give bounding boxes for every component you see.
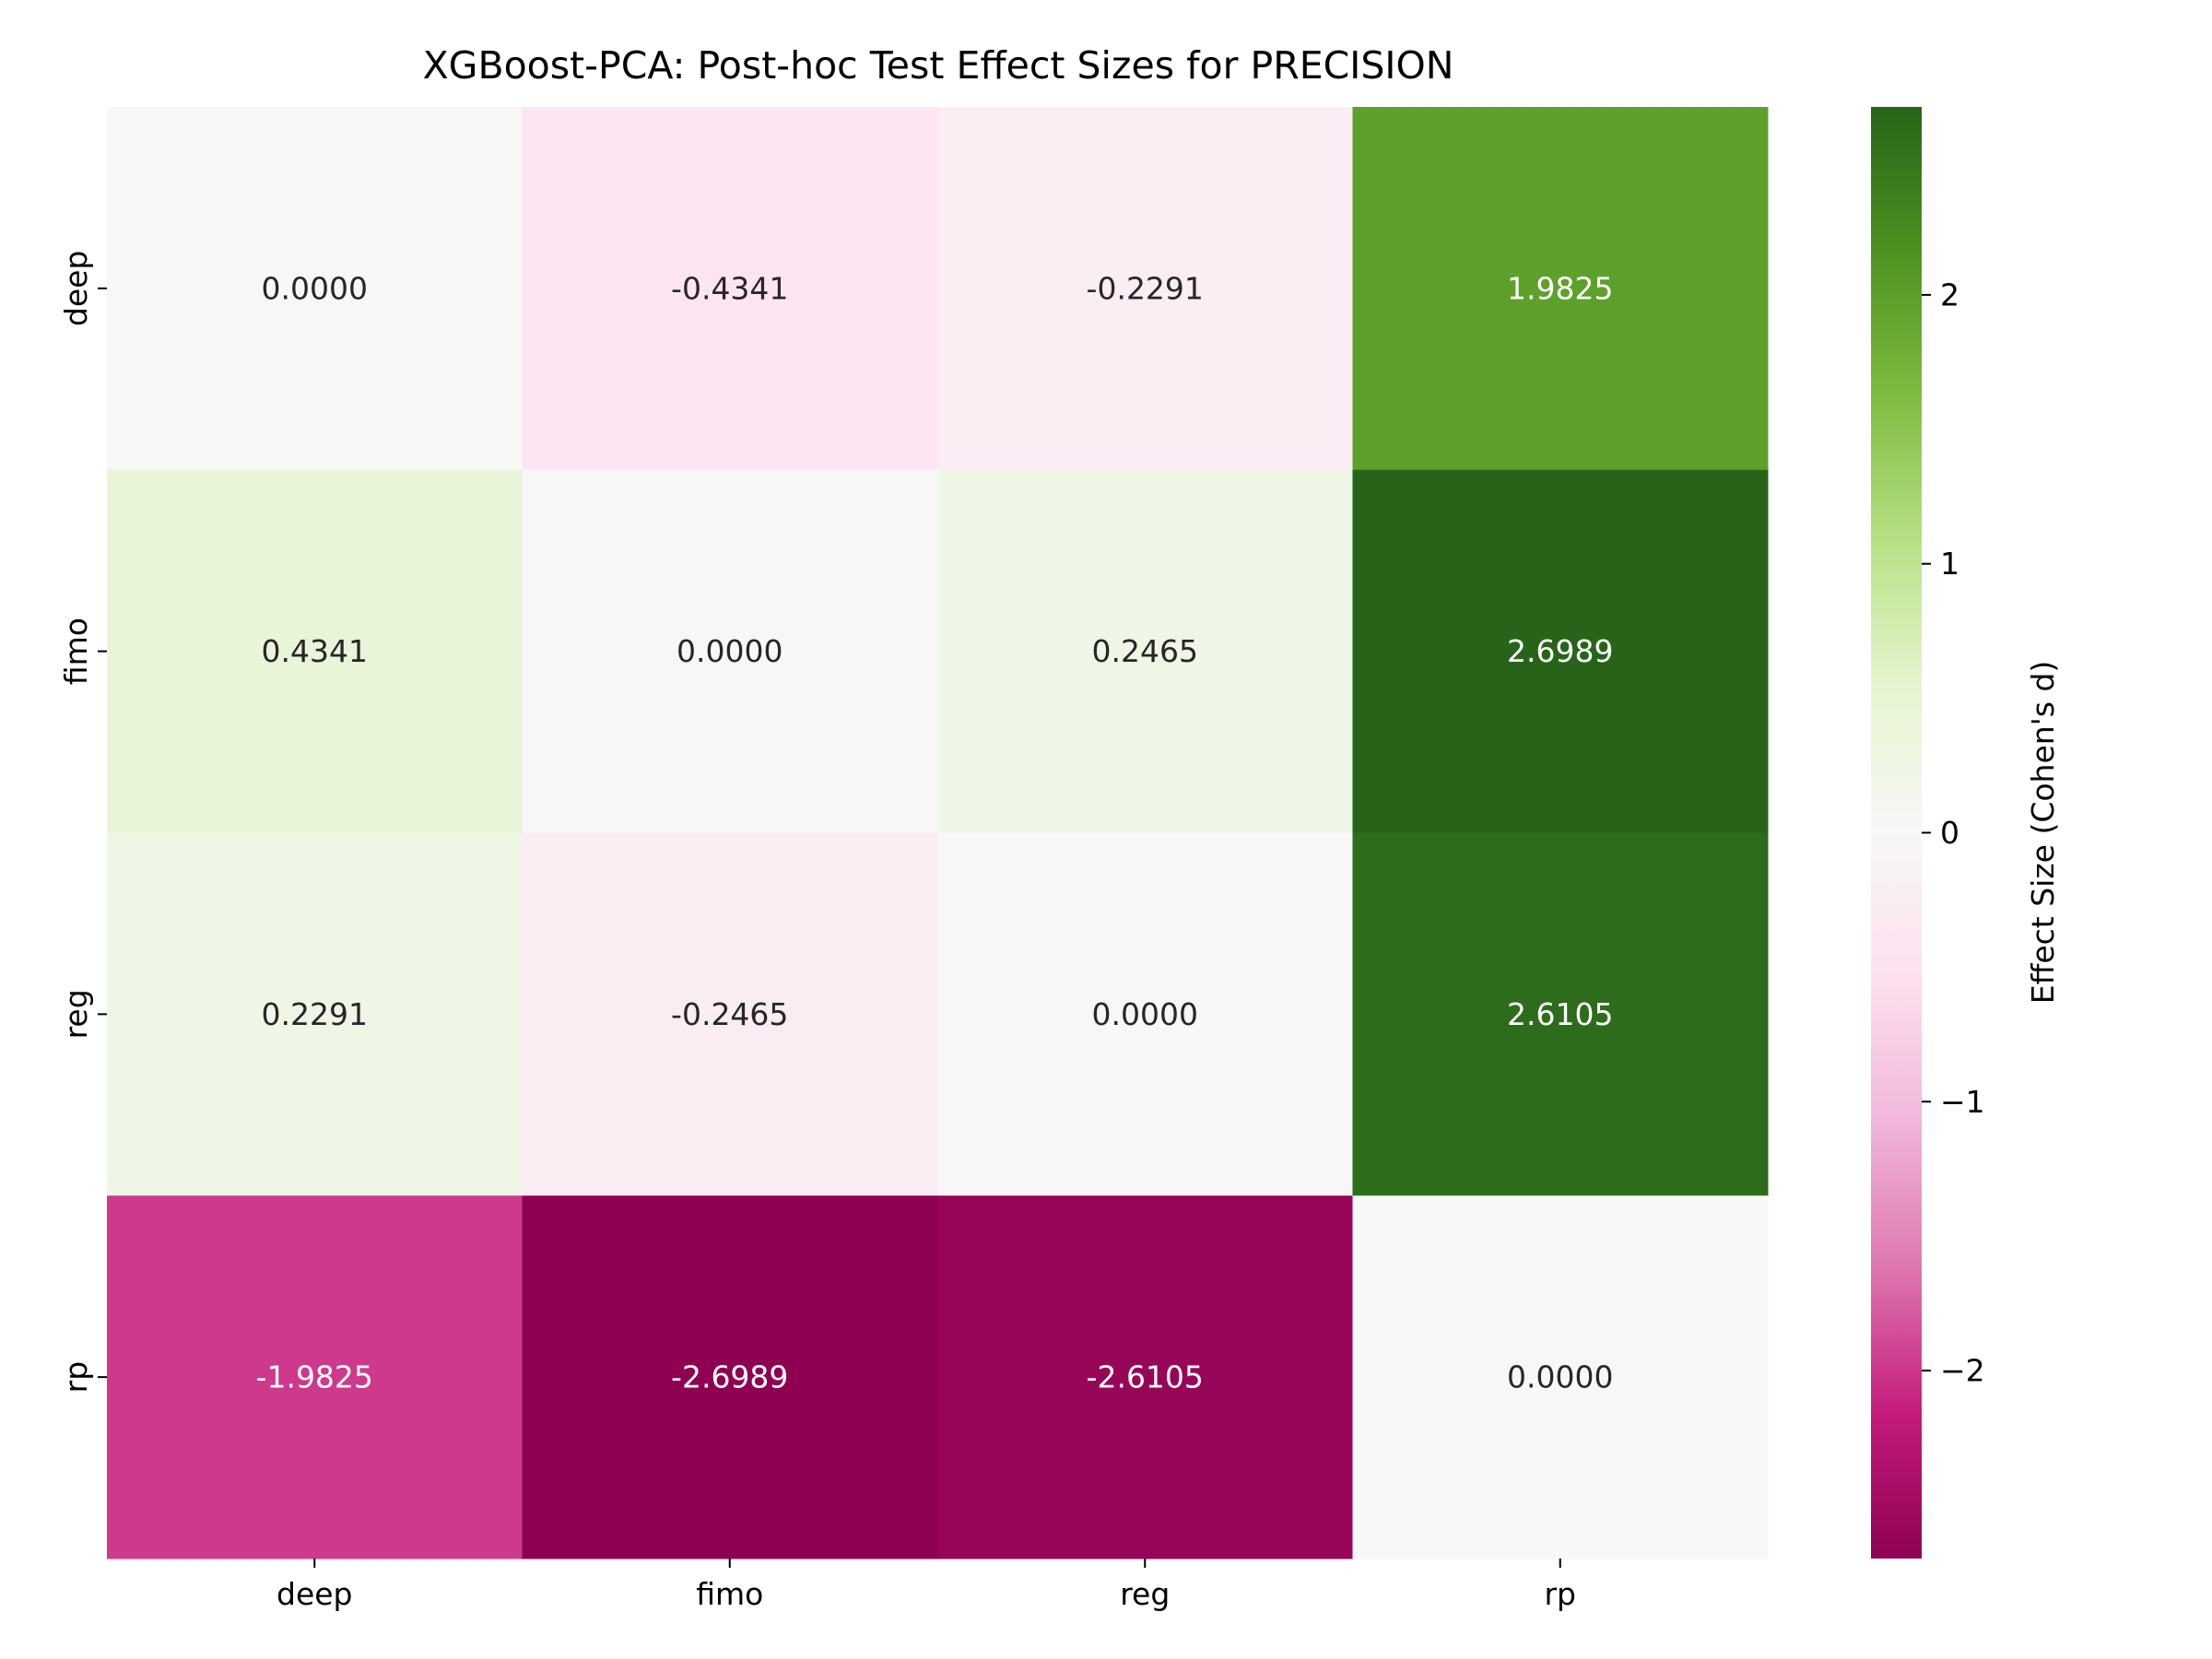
cell-value-label: -1.9825 <box>256 1359 373 1395</box>
y-tick-label: deep <box>58 251 94 327</box>
cell-value-label: 0.0000 <box>1507 1359 1613 1395</box>
heatmap-cell <box>937 832 1353 1196</box>
heatmap-cell <box>1352 469 1769 833</box>
chart-title: XGBoost-PCA: Post-hoc Test Effect Sizes … <box>423 43 1454 88</box>
y-tick-label: fimo <box>58 618 94 685</box>
cell-value-label: 0.0000 <box>1092 996 1198 1032</box>
cell-value-label: 2.6989 <box>1507 633 1613 669</box>
heatmap-cell <box>107 469 523 833</box>
heatmap-cell <box>937 107 1353 471</box>
cell-value-label: 1.9825 <box>1507 270 1613 306</box>
y-axis: deep fimo reg rp <box>58 251 107 1394</box>
colorbar-tick-label: −2 <box>1940 1353 1985 1389</box>
heatmap-cell <box>107 832 523 1196</box>
x-tick-label: fimo <box>696 1576 763 1612</box>
heatmap-cell <box>522 107 938 471</box>
heatmap-cell <box>937 1195 1353 1559</box>
colorbar-tick-label: 0 <box>1940 815 1959 851</box>
y-tick-label: rp <box>58 1361 94 1394</box>
colorbar-tick-label: 1 <box>1940 546 1959 582</box>
cell-value-label: 0.2291 <box>262 996 368 1032</box>
y-tick-label: reg <box>58 989 94 1039</box>
heatmap-cell <box>107 1195 523 1559</box>
cell-value-label: 2.6105 <box>1507 996 1613 1032</box>
x-tick-label: rp <box>1544 1576 1576 1612</box>
heatmap-cell <box>1352 107 1769 471</box>
cell-value-label: -2.6105 <box>1087 1359 1204 1395</box>
cell-value-label: -2.6989 <box>671 1359 788 1395</box>
cell-value-label: -0.2291 <box>1087 270 1204 306</box>
cell-value-label: -0.4341 <box>671 270 788 306</box>
heatmap-cells <box>107 107 1769 1559</box>
colorbar-gradient <box>1871 107 1922 1559</box>
colorbar: Effect Size (Cohen's d) 2 1 0 −1 −2 <box>1871 107 2061 1559</box>
colorbar-label: Effect Size (Cohen's d) <box>2025 661 2061 1005</box>
x-tick-label: reg <box>1120 1576 1170 1612</box>
heatmap-cell-labels: 0.0000 -0.4341 -0.2291 1.9825 0.4341 0.0000 0.… <box>256 270 1614 1394</box>
heatmap-cell <box>107 107 523 471</box>
heatmap-cell <box>522 1195 938 1559</box>
heatmap-cell <box>1352 1195 1769 1559</box>
colorbar-tick-label: −1 <box>1940 1084 1985 1120</box>
colorbar-tick-label: 2 <box>1940 276 1959 312</box>
cell-value-label: 0.0000 <box>262 270 368 306</box>
heatmap-cell <box>522 832 938 1196</box>
cell-value-label: 0.4341 <box>262 633 368 669</box>
heatmap-cell <box>937 469 1353 833</box>
cell-value-label: 0.0000 <box>677 633 782 669</box>
x-axis: deep fimo reg rp <box>276 1559 1576 1612</box>
heatmap-cell <box>1352 832 1769 1196</box>
cell-value-label: 0.2465 <box>1092 633 1198 669</box>
heatmap-cell <box>522 469 938 833</box>
cell-value-label: -0.2465 <box>671 996 788 1032</box>
x-tick-label: deep <box>276 1576 353 1612</box>
